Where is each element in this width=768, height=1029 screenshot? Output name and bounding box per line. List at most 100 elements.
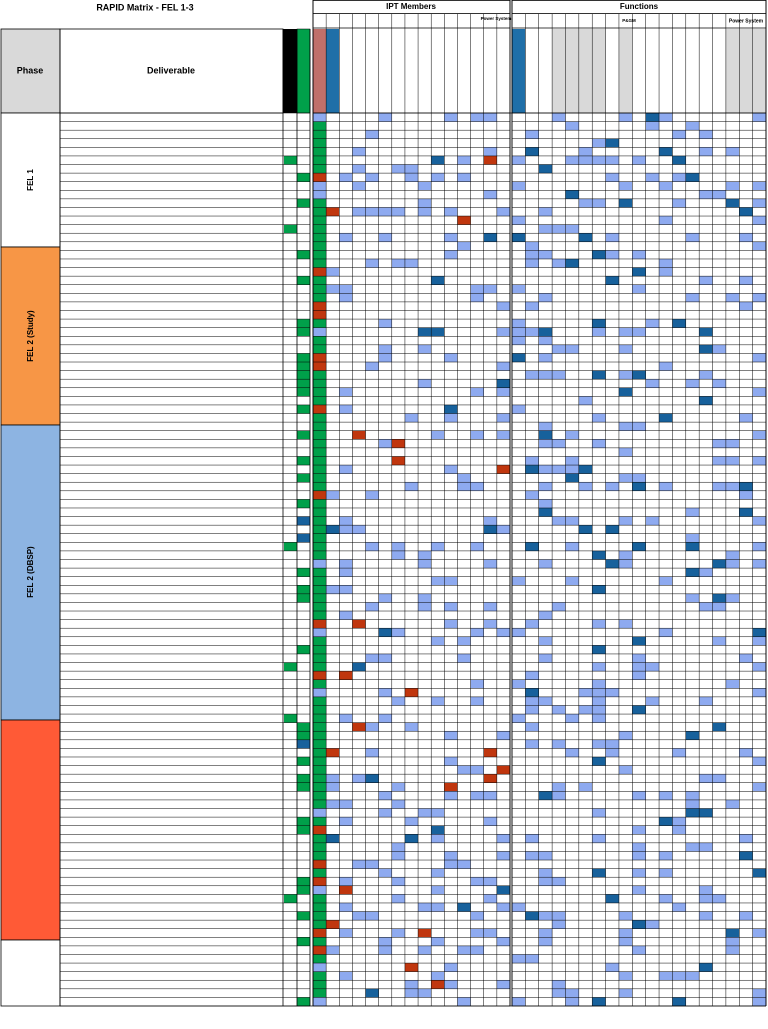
cell <box>378 653 392 663</box>
cell <box>297 362 310 371</box>
cell <box>685 233 700 242</box>
cell <box>352 662 366 672</box>
cell <box>685 507 700 517</box>
cell <box>525 688 539 697</box>
cell <box>605 963 619 972</box>
cell <box>578 198 593 208</box>
cell <box>552 370 566 380</box>
cell <box>538 911 553 921</box>
cell <box>632 250 646 259</box>
phase-band <box>0 112 61 248</box>
cell <box>752 353 766 363</box>
cell <box>313 851 327 861</box>
cell <box>618 327 633 337</box>
cell <box>752 997 766 1006</box>
cell <box>512 997 526 1006</box>
cell <box>339 799 353 809</box>
cell <box>578 155 593 165</box>
cell <box>538 851 553 861</box>
header-cell <box>592 29 606 113</box>
cell <box>284 224 297 234</box>
cell <box>512 327 526 337</box>
cell <box>632 825 646 835</box>
cell <box>659 791 673 800</box>
cell <box>672 997 686 1006</box>
cell <box>605 173 619 182</box>
cell <box>752 241 766 251</box>
cell <box>618 911 633 921</box>
cell <box>538 611 553 620</box>
cell <box>444 731 458 740</box>
cell <box>313 499 327 508</box>
cell <box>525 241 539 251</box>
cell <box>313 404 327 414</box>
cell <box>418 344 432 354</box>
cell <box>565 224 579 234</box>
cell <box>512 714 526 723</box>
cell <box>685 293 700 302</box>
cell <box>313 130 327 139</box>
cell <box>752 988 766 998</box>
cell <box>752 928 766 938</box>
cell <box>538 877 553 886</box>
phase-band <box>0 246 61 426</box>
cell <box>313 267 327 277</box>
cell <box>365 911 379 921</box>
cell <box>391 782 405 792</box>
cell <box>365 130 379 139</box>
cell <box>313 456 327 466</box>
cell <box>418 207 432 217</box>
cell <box>313 662 327 672</box>
cell <box>659 576 673 586</box>
cell <box>632 885 646 895</box>
cell <box>391 550 405 560</box>
cell <box>313 164 327 174</box>
cell <box>552 920 566 929</box>
cell <box>326 207 340 217</box>
cell <box>538 439 553 448</box>
phase-band <box>0 719 61 941</box>
cell <box>538 207 553 217</box>
cell <box>752 782 766 792</box>
cell <box>284 714 297 723</box>
cell <box>618 473 633 483</box>
cell <box>578 688 593 697</box>
cell <box>297 533 310 543</box>
cell <box>470 293 484 302</box>
cell <box>752 516 766 526</box>
cell <box>431 696 445 706</box>
cell <box>339 611 353 620</box>
cell <box>470 628 484 637</box>
cell <box>313 860 327 869</box>
cell <box>297 379 310 388</box>
phase-label: FEL 2 (Study) <box>26 310 35 362</box>
cell <box>659 868 673 878</box>
cell <box>483 894 497 903</box>
cell <box>512 284 526 294</box>
cell <box>512 679 526 689</box>
header-cell <box>326 29 340 113</box>
cell <box>418 808 432 818</box>
cell <box>326 585 340 594</box>
cell <box>512 404 526 414</box>
cell <box>470 765 484 775</box>
cell <box>431 155 445 165</box>
cell <box>699 327 713 337</box>
cell <box>592 868 606 878</box>
cell <box>339 928 353 938</box>
cell <box>313 293 327 302</box>
cell <box>444 465 458 474</box>
cell <box>565 190 579 199</box>
cell <box>431 327 445 337</box>
cell <box>352 147 366 156</box>
cell <box>378 945 392 955</box>
cell <box>313 963 327 972</box>
cell <box>632 636 646 646</box>
cell <box>538 336 553 345</box>
cell <box>352 181 366 191</box>
cell <box>313 181 327 191</box>
cell <box>672 130 686 139</box>
cell <box>512 319 526 328</box>
cell <box>313 997 327 1006</box>
cell <box>552 877 566 886</box>
